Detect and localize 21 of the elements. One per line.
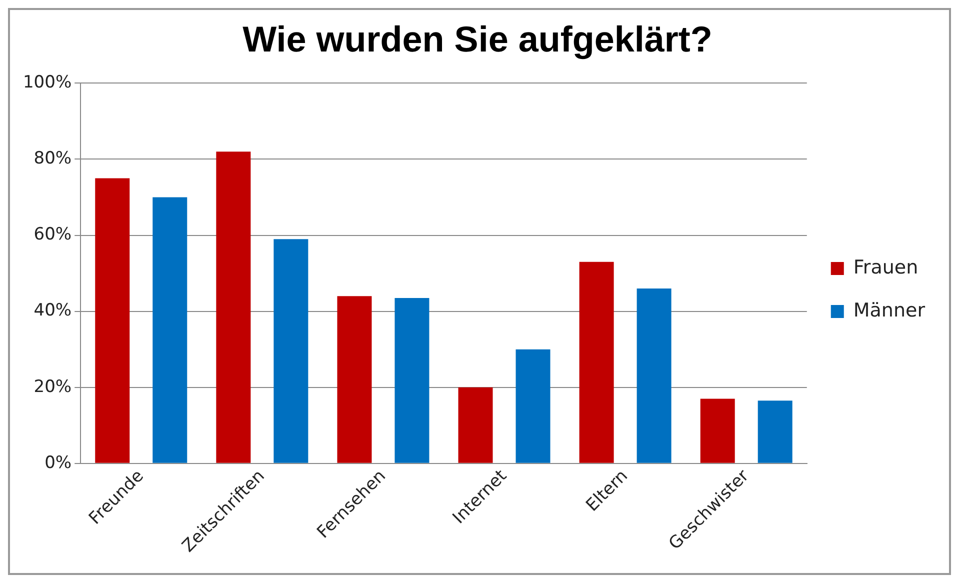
legend-label: Männer <box>853 299 926 322</box>
bar <box>700 398 735 463</box>
bar <box>579 262 614 463</box>
bar <box>516 349 550 463</box>
bar <box>337 296 372 463</box>
bar <box>216 152 251 463</box>
bar <box>458 387 493 463</box>
y-tick-label: 40% <box>34 300 72 321</box>
y-tick-label: 100% <box>22 72 72 93</box>
y-tick-label: 60% <box>34 224 72 245</box>
chart-title: Wie wurden Sie aufgeklärt? <box>242 18 712 60</box>
legend-label: Frauen <box>853 256 918 278</box>
bar <box>758 400 792 463</box>
y-tick-label: 20% <box>34 376 72 397</box>
bar <box>274 239 308 463</box>
bar <box>95 178 130 463</box>
bar <box>394 298 430 463</box>
y-tick-label: 0% <box>44 452 72 473</box>
y-tick-label: 80% <box>34 148 72 169</box>
bar <box>152 197 188 463</box>
bar <box>636 288 672 463</box>
